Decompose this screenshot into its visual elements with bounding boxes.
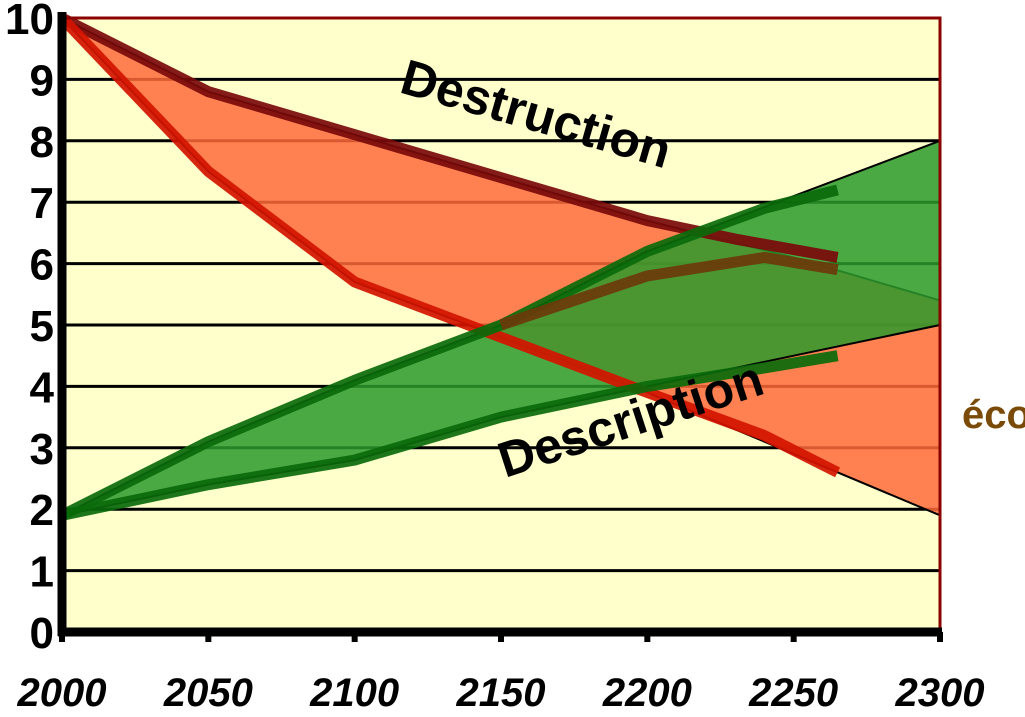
x-tick-label-2200: 2200 xyxy=(602,671,692,715)
x-tick-labels: 2000 2050 2100 2150 2200 2250 2300 xyxy=(17,671,985,715)
y-tick-label-6: 6 xyxy=(30,241,54,290)
x-tick-label-2150: 2150 xyxy=(456,671,546,715)
x-tick-label-2050: 2050 xyxy=(163,671,253,715)
y-tick-label-3: 3 xyxy=(30,425,54,474)
y-tick-label-1: 1 xyxy=(30,548,54,597)
y-tick-label-0: 0 xyxy=(30,609,54,658)
x-tick-label-2300: 2300 xyxy=(895,671,985,715)
series-lines xyxy=(58,13,841,521)
x-tick-label-2100: 2100 xyxy=(309,671,399,715)
y-tick-label-5: 5 xyxy=(30,302,54,351)
y-tick-label-9: 9 xyxy=(30,56,54,105)
y-tick-labels: 0 1 2 3 4 5 6 7 8 9 10 xyxy=(5,0,54,658)
y-tick-label-10: 10 xyxy=(5,0,54,44)
y-tick-label-4: 4 xyxy=(30,363,55,412)
series-line-1 xyxy=(59,13,839,263)
x-tick-label-2250: 2250 xyxy=(748,671,838,715)
y-tick-label-7: 7 xyxy=(30,179,54,228)
series-line-5 xyxy=(499,251,839,331)
axes xyxy=(57,12,943,642)
y-tick-label-2: 2 xyxy=(30,486,54,535)
series-line-2 xyxy=(58,14,841,478)
series-line-4 xyxy=(60,350,839,521)
x-tick-label-2000: 2000 xyxy=(17,671,107,715)
y-tick-label-8: 8 xyxy=(30,118,54,167)
right-side-label: éco xyxy=(962,393,1025,437)
